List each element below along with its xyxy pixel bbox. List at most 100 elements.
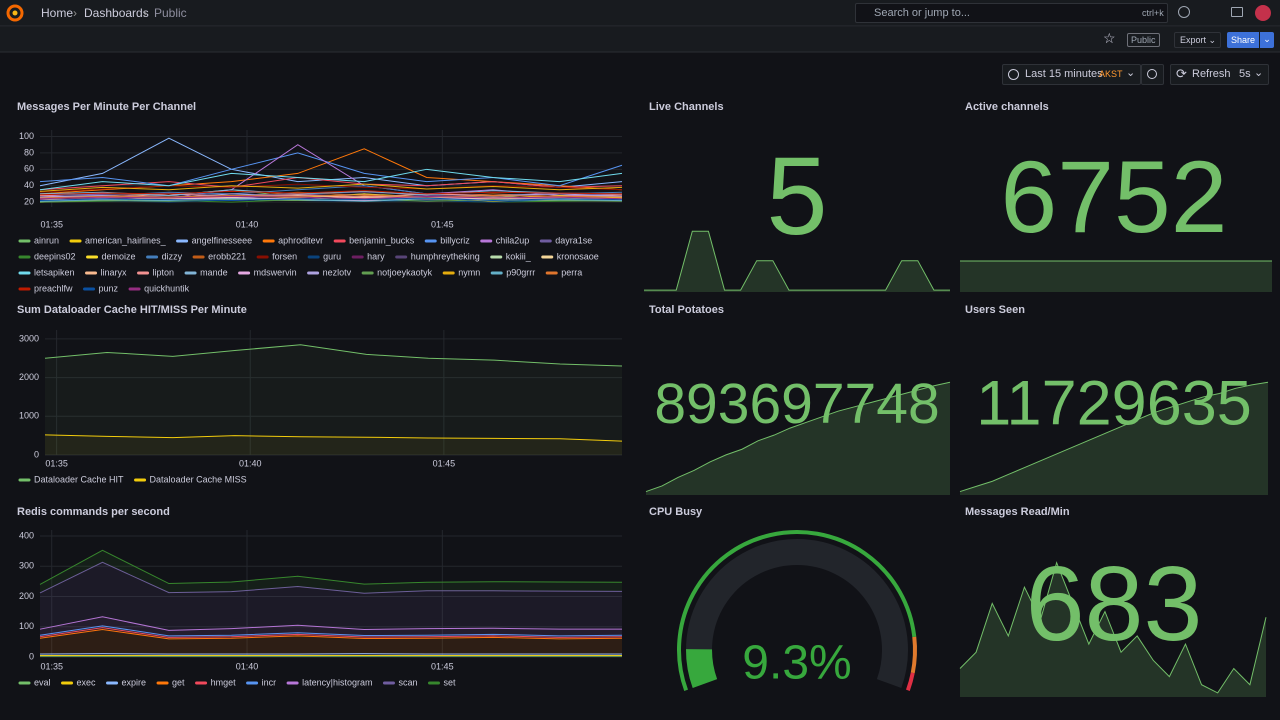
legend-label: latency|histogram (302, 677, 372, 687)
x-tick-label: 01:35 (40, 661, 63, 671)
legend-label: nezlotv (323, 267, 352, 277)
legend-label: eval (34, 677, 51, 687)
legend-label: erobb221 (208, 251, 246, 261)
shortcut: ctrl+k (1142, 8, 1164, 18)
breadcrumb[interactable]: Dashboards (84, 6, 149, 20)
sparkline-area (960, 562, 1266, 697)
refresh-label[interactable]: Refresh (1192, 68, 1231, 80)
legend-label: angelfinesseee (192, 235, 253, 245)
panel-title: Sum Dataloader Cache HIT/MISS Per Minute (17, 304, 247, 316)
share-button[interactable]: Share (1227, 32, 1259, 48)
refresh-interval[interactable]: 5s (1239, 68, 1251, 80)
x-tick-label: 01:45 (431, 661, 454, 671)
chevron: ⌄ (1254, 67, 1264, 79)
legend-label: Dataloader Cache HIT (34, 474, 124, 484)
y-tick-label: 300 (19, 561, 34, 571)
threshold-arc (677, 530, 917, 692)
series-line (39, 549, 623, 585)
series-line (44, 344, 623, 367)
logo-dot (12, 10, 18, 16)
breadcrumb[interactable]: Home (41, 6, 74, 20)
series-area (45, 434, 622, 455)
stat-value: 6752 (1001, 140, 1228, 254)
y-tick-label: 2000 (19, 372, 39, 382)
legend-label: preachlfw (34, 283, 73, 293)
time-range: Last 15 minutes (1025, 68, 1103, 80)
y-tick-label: 80 (24, 147, 34, 157)
y-tick-label: 40 (24, 180, 34, 190)
legend-label: nymn (458, 267, 480, 277)
legend-label: hary (367, 251, 385, 261)
legend-label: ainrun (34, 235, 59, 245)
panel-title: Redis commands per second (17, 506, 170, 518)
gauge-label: 9.3% (742, 637, 851, 690)
legend-label: get (172, 677, 185, 687)
y-tick-label: 1000 (19, 411, 39, 421)
threshold-arc (910, 636, 917, 674)
legend-label: exec (77, 677, 97, 687)
export-button[interactable]: Export ⌄ (1174, 32, 1221, 48)
timezone: AKST (1099, 69, 1123, 79)
x-tick-label: 01:35 (40, 219, 63, 229)
legend-label: forsen (272, 251, 297, 261)
legend-label: expire (122, 677, 147, 687)
series-area (40, 562, 622, 631)
time-picker[interactable] (1002, 64, 1141, 85)
panel-title: Active channels (965, 101, 1049, 113)
refresh-picker[interactable] (1170, 64, 1269, 85)
legend-label: perra (561, 267, 582, 277)
legend-label: kokiii_ (506, 251, 532, 261)
series-line (39, 152, 623, 187)
help-icon[interactable] (1178, 6, 1190, 18)
x-tick-label: 01:40 (236, 661, 259, 671)
legend-label: demoize (102, 251, 136, 261)
series-line (39, 195, 623, 200)
stat-value: 11729635 (976, 369, 1252, 439)
sparkline (959, 561, 1267, 694)
legend-label: quickhuntik (144, 283, 190, 293)
share-menu[interactable]: ⌄ (1260, 32, 1274, 48)
legend-label: guru (323, 251, 341, 261)
series-line (39, 616, 622, 631)
x-tick-label: 01:45 (433, 458, 456, 468)
legend-label: incr (262, 677, 277, 687)
zoom-icon (1147, 69, 1157, 79)
legend-label: chila2up (496, 235, 530, 245)
chevron: ⌄ (1126, 67, 1136, 79)
stat-value: 683 (1026, 545, 1203, 663)
export-label: Export (1180, 35, 1207, 45)
panel-title: Messages Per Minute Per Channel (17, 101, 196, 113)
sparkline-area (960, 261, 1272, 292)
series-line (39, 183, 623, 192)
series-line (39, 168, 623, 191)
avatar[interactable] (1255, 5, 1271, 21)
y-tick-label: 200 (19, 591, 34, 601)
monitor-icon[interactable] (1231, 7, 1243, 17)
legend-label: set (443, 677, 456, 687)
star-icon[interactable]: ☆ (1103, 30, 1116, 46)
x-tick-label: 01:40 (236, 219, 259, 229)
legend-label: aphroditevr (278, 235, 323, 245)
separator: › (73, 6, 77, 20)
x-tick-label: 01:45 (431, 219, 454, 229)
legend-label: dayra1se (555, 235, 592, 245)
logo[interactable] (6, 4, 24, 22)
legend-label: notjoeykaotyk (377, 267, 433, 277)
threshold-arc (905, 672, 915, 692)
refresh-icon: ⟳ (1176, 66, 1187, 81)
series-area (40, 629, 622, 654)
panel-title: Live Channels (649, 101, 724, 113)
series-line (39, 625, 623, 637)
legend-label: mdswervin (254, 267, 297, 277)
public-badge: Public (1127, 33, 1160, 47)
separator: › (143, 6, 147, 20)
search-placeholder: Search or jump to... (874, 7, 970, 19)
legend-label: kronosaoe (557, 251, 599, 261)
clock-icon (1008, 69, 1019, 80)
y-tick-label: 0 (34, 449, 39, 459)
x-tick-label: 01:35 (45, 458, 68, 468)
search-box[interactable] (855, 3, 1168, 23)
breadcrumb: Public (154, 6, 187, 20)
